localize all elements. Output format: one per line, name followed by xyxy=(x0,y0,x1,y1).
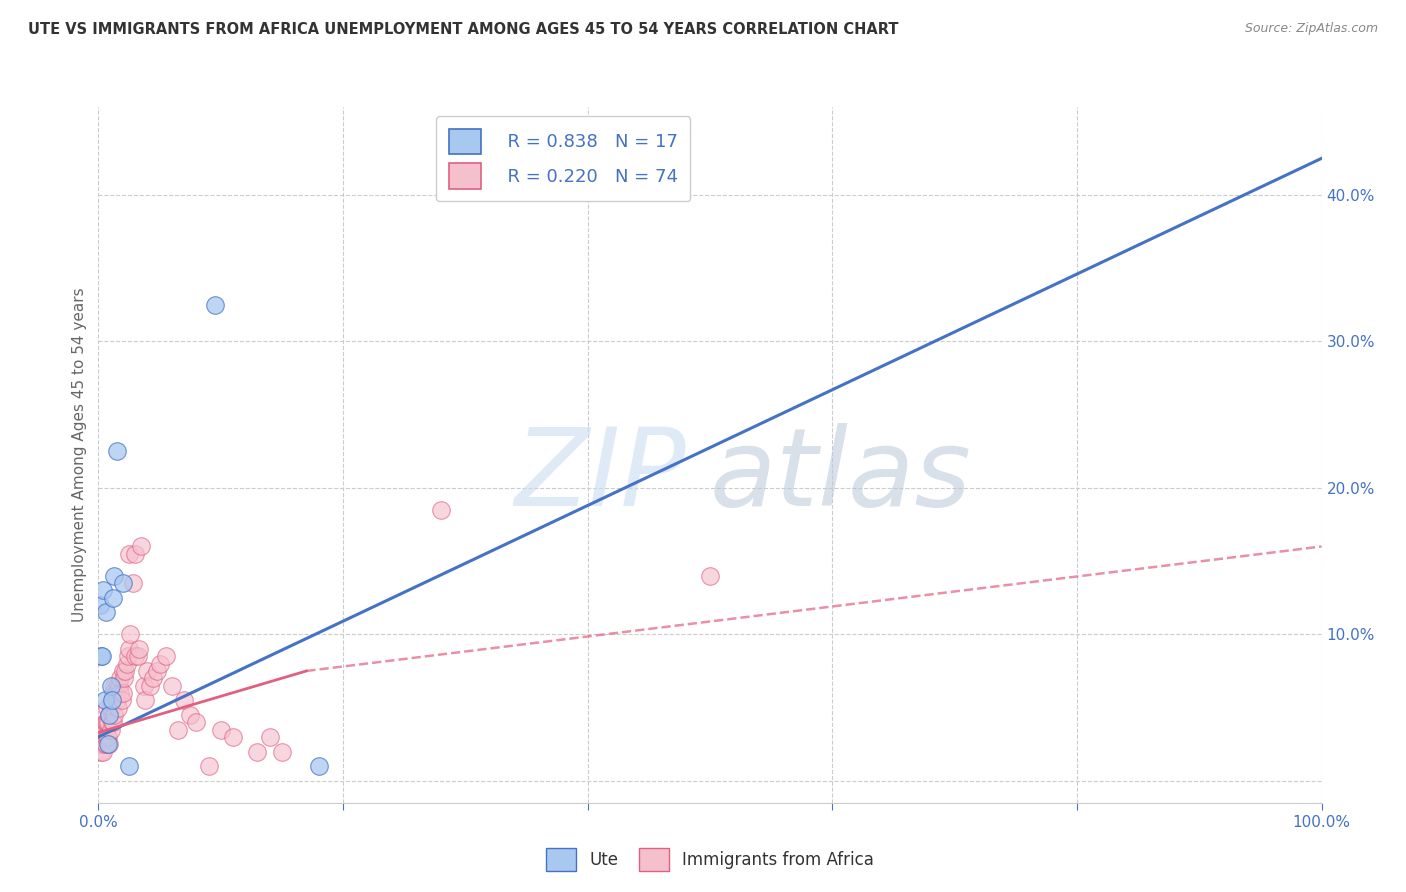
Point xyxy=(91,723,114,737)
Text: atlas: atlas xyxy=(710,424,972,528)
Point xyxy=(179,707,201,722)
Point xyxy=(104,686,127,700)
Point xyxy=(90,730,112,744)
Text: ZIP: ZIP xyxy=(515,424,686,528)
Point xyxy=(118,759,141,773)
Point xyxy=(90,649,112,664)
Point xyxy=(100,723,122,737)
Point xyxy=(103,568,125,582)
Point xyxy=(136,664,159,678)
Point xyxy=(93,693,115,707)
Point xyxy=(101,715,124,730)
Point xyxy=(128,642,150,657)
Point xyxy=(101,693,124,707)
Point xyxy=(93,730,115,744)
Point xyxy=(155,649,177,664)
Point xyxy=(108,679,131,693)
Point xyxy=(111,664,134,678)
Point xyxy=(100,700,122,714)
Point xyxy=(115,657,138,671)
Point xyxy=(146,664,169,678)
Point xyxy=(114,664,136,678)
Point xyxy=(101,715,124,730)
Point xyxy=(111,693,134,707)
Point xyxy=(124,649,146,664)
Point xyxy=(120,627,142,641)
Point xyxy=(124,547,146,561)
Point xyxy=(91,737,114,751)
Point xyxy=(94,737,117,751)
Point xyxy=(142,671,165,685)
Point xyxy=(246,745,269,759)
Point xyxy=(105,693,128,707)
Point xyxy=(430,503,453,517)
Point xyxy=(103,679,125,693)
Legend: Ute, Immigrants from Africa: Ute, Immigrants from Africa xyxy=(540,841,880,878)
Point xyxy=(121,576,143,591)
Point xyxy=(91,730,114,744)
Point xyxy=(91,649,114,664)
Point xyxy=(149,657,172,671)
Point xyxy=(103,707,125,722)
Point xyxy=(204,298,226,312)
Point xyxy=(100,679,122,693)
Point xyxy=(105,444,128,458)
Point xyxy=(111,576,134,591)
Point xyxy=(107,700,129,714)
Point xyxy=(186,715,208,730)
Point xyxy=(118,642,141,657)
Point xyxy=(129,540,152,554)
Text: UTE VS IMMIGRANTS FROM AFRICA UNEMPLOYMENT AMONG AGES 45 TO 54 YEARS CORRELATION: UTE VS IMMIGRANTS FROM AFRICA UNEMPLOYME… xyxy=(28,22,898,37)
Point xyxy=(127,649,149,664)
Point xyxy=(91,723,114,737)
Point xyxy=(97,730,120,744)
Point xyxy=(105,679,128,693)
Point xyxy=(93,715,115,730)
Point xyxy=(167,723,190,737)
Point xyxy=(89,598,111,612)
Point xyxy=(96,730,118,744)
Point xyxy=(98,707,121,722)
Point xyxy=(91,745,114,759)
Point xyxy=(132,679,155,693)
Point xyxy=(90,745,112,759)
Point xyxy=(308,759,330,773)
Point xyxy=(89,730,111,744)
Point xyxy=(97,737,120,751)
Point xyxy=(110,671,132,685)
Point xyxy=(101,591,124,605)
Point xyxy=(97,715,120,730)
Point xyxy=(94,715,117,730)
Point xyxy=(259,730,281,744)
Point xyxy=(101,693,124,707)
Point xyxy=(173,693,195,707)
Point xyxy=(94,606,117,620)
Point xyxy=(160,679,183,693)
Point xyxy=(118,547,141,561)
Point xyxy=(112,671,135,685)
Point xyxy=(197,759,219,773)
Point xyxy=(110,686,132,700)
Point xyxy=(699,568,721,582)
Point xyxy=(96,700,118,714)
Point xyxy=(91,583,114,598)
Point xyxy=(89,737,111,751)
Y-axis label: Unemployment Among Ages 45 to 54 years: Unemployment Among Ages 45 to 54 years xyxy=(72,287,87,623)
Point xyxy=(98,707,121,722)
Text: Source: ZipAtlas.com: Source: ZipAtlas.com xyxy=(1244,22,1378,36)
Point xyxy=(96,715,118,730)
Point xyxy=(222,730,245,744)
Point xyxy=(117,649,139,664)
Point xyxy=(111,686,134,700)
Point xyxy=(134,693,156,707)
Point xyxy=(139,679,162,693)
Point xyxy=(98,737,121,751)
Point xyxy=(101,686,124,700)
Point xyxy=(89,723,111,737)
Point xyxy=(270,745,294,759)
Point xyxy=(93,737,115,751)
Point xyxy=(209,723,232,737)
